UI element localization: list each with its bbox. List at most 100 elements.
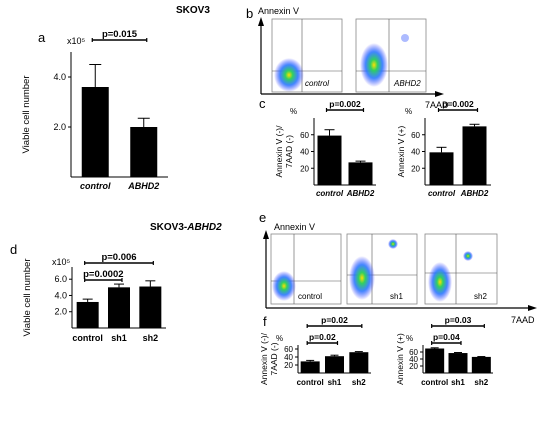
y-axis-title: Annexin V (-)/7AAD (-): [259, 332, 279, 385]
bar-control: [81, 87, 109, 177]
category-label: sh1: [328, 378, 342, 387]
p-value-label: p=0.002: [329, 99, 361, 109]
annexin-axis-label: Annexin V: [258, 6, 299, 16]
aad-axis-label: 7AAD: [425, 100, 449, 110]
flow-label-control: control: [305, 79, 329, 88]
panel-letter-f: f: [263, 314, 267, 329]
panel-letter-e: e: [259, 210, 266, 225]
chart-a-viable-cells: 2.0 4.0 x10⁵ Viable cell number control ABHD2…: [21, 29, 168, 191]
chart-c-annexin-negative: 20 40 60% Annexin V (-)/7AAD (-) control ABHD…: [274, 99, 376, 198]
y-axis-title: Annexin V (-)/7AAD (-): [274, 125, 294, 178]
y-unit-label: x10⁵: [52, 257, 71, 267]
y-tick-label: 20: [284, 361, 293, 370]
y-tick-label: 40: [300, 148, 309, 157]
category-label: control: [421, 378, 448, 387]
y-tick-label: 4.0: [54, 290, 67, 300]
flow-plot-control: control: [271, 18, 343, 93]
aad-axis-label: 7AAD: [511, 315, 535, 325]
category-label: control: [72, 333, 103, 343]
flow-label-abhd2: ABHD2: [393, 79, 421, 88]
cell-population: [349, 256, 375, 300]
flow-panel-b: Annexin V 7AAD control ABHD2: [258, 6, 449, 110]
bar-control: [317, 135, 342, 185]
heading-skov3-abhd2: SKOV3-ABHD2: [150, 222, 222, 233]
bar-sh1: [108, 287, 130, 328]
y-unit-label: x10⁵: [67, 36, 86, 46]
y-tick-label: 20: [300, 164, 309, 173]
y-tick-label: 40: [409, 355, 418, 364]
category-label: ABHD2: [127, 181, 159, 191]
panel-letter-a: a: [38, 30, 46, 45]
category-label: control: [297, 378, 324, 387]
p-value-label: p=0.03: [445, 315, 472, 325]
category-label: control: [316, 189, 344, 198]
heading-skov3: SKOV3: [176, 5, 210, 16]
y-tick-label: 40: [284, 353, 293, 362]
y-tick-label: 20: [411, 164, 420, 173]
chart-c-annexin-positive: 20 40 60% Annexin V (+) control ABHD2 p=0.002: [396, 99, 491, 198]
cell-population-minor: [388, 239, 398, 249]
bar-sh2: [139, 286, 162, 328]
cell-population: [360, 43, 388, 87]
y-tick-label: 40: [411, 148, 420, 157]
p-value-label: p=0.0002: [83, 269, 123, 280]
y-unit-label: %: [276, 334, 283, 343]
p-value-label: p=0.006: [101, 252, 136, 263]
y-unit-label: %: [290, 107, 297, 116]
bar-control: [300, 361, 320, 373]
p-value-label: p=0.04: [433, 332, 460, 342]
p-value-label: p=0.02: [309, 332, 336, 342]
panel-letter-c: c: [259, 96, 266, 111]
category-label: control: [80, 181, 111, 191]
y-tick-label: 20: [409, 362, 418, 371]
category-label: ABHD2: [346, 189, 375, 198]
bar-control: [429, 152, 454, 185]
category-label: sh1: [111, 333, 127, 343]
category-label: sh2: [352, 378, 366, 387]
y-arrow-icon: [258, 17, 264, 26]
bar-abhd2: [130, 127, 158, 177]
flow-label-control: control: [298, 292, 322, 301]
bar-sh2: [471, 356, 491, 373]
x-arrow-icon: [528, 305, 537, 311]
y-tick-label: 6.0: [54, 274, 67, 284]
y-axis-title: Annexin V (+): [396, 125, 406, 177]
category-label: sh2: [143, 333, 159, 343]
bar-abhd2: [462, 126, 487, 185]
cell-population: [274, 58, 304, 92]
flow-plot-control: control: [270, 233, 342, 305]
panel-letter-b: b: [246, 6, 253, 21]
annexin-axis-label: Annexin V: [274, 222, 315, 232]
cell-population-minor: [463, 251, 473, 261]
flow-label-sh2: sh2: [474, 292, 487, 301]
y-tick-label: 2.0: [53, 122, 66, 132]
x-arrow-icon: [435, 91, 444, 97]
bar-sh2: [349, 352, 369, 373]
y-tick-label: 60: [409, 348, 418, 357]
chart-d-viable-cells: 2.0 4.0 6.0 x10⁵ Viable cell number control sh…: [22, 252, 166, 343]
y-unit-label: %: [405, 107, 412, 116]
p-value-label: p=0.02: [321, 315, 348, 325]
y-arrow-icon: [263, 230, 269, 239]
y-tick-label: 60: [411, 131, 420, 140]
y-axis-title: Viable cell number: [21, 76, 32, 154]
p-value-label: p=0.015: [102, 29, 138, 40]
bar-abhd2: [348, 162, 373, 185]
y-tick-label: 60: [300, 131, 309, 140]
cell-population-minor: [401, 34, 409, 42]
flow-plot-abhd2: ABHD2: [355, 18, 427, 93]
category-label: control: [428, 189, 456, 198]
category-label: sh2: [474, 378, 488, 387]
bar-control: [425, 348, 445, 373]
y-axis-title: Annexin V (+): [395, 333, 405, 385]
category-label: sh1: [451, 378, 465, 387]
bar-sh1: [325, 356, 344, 373]
y-tick-label: 4.0: [53, 72, 66, 82]
bar-sh1: [448, 353, 468, 373]
flow-plot-sh2: sh2: [424, 233, 498, 305]
bar-control: [76, 301, 99, 328]
flow-plot-sh1: sh1: [346, 233, 418, 305]
